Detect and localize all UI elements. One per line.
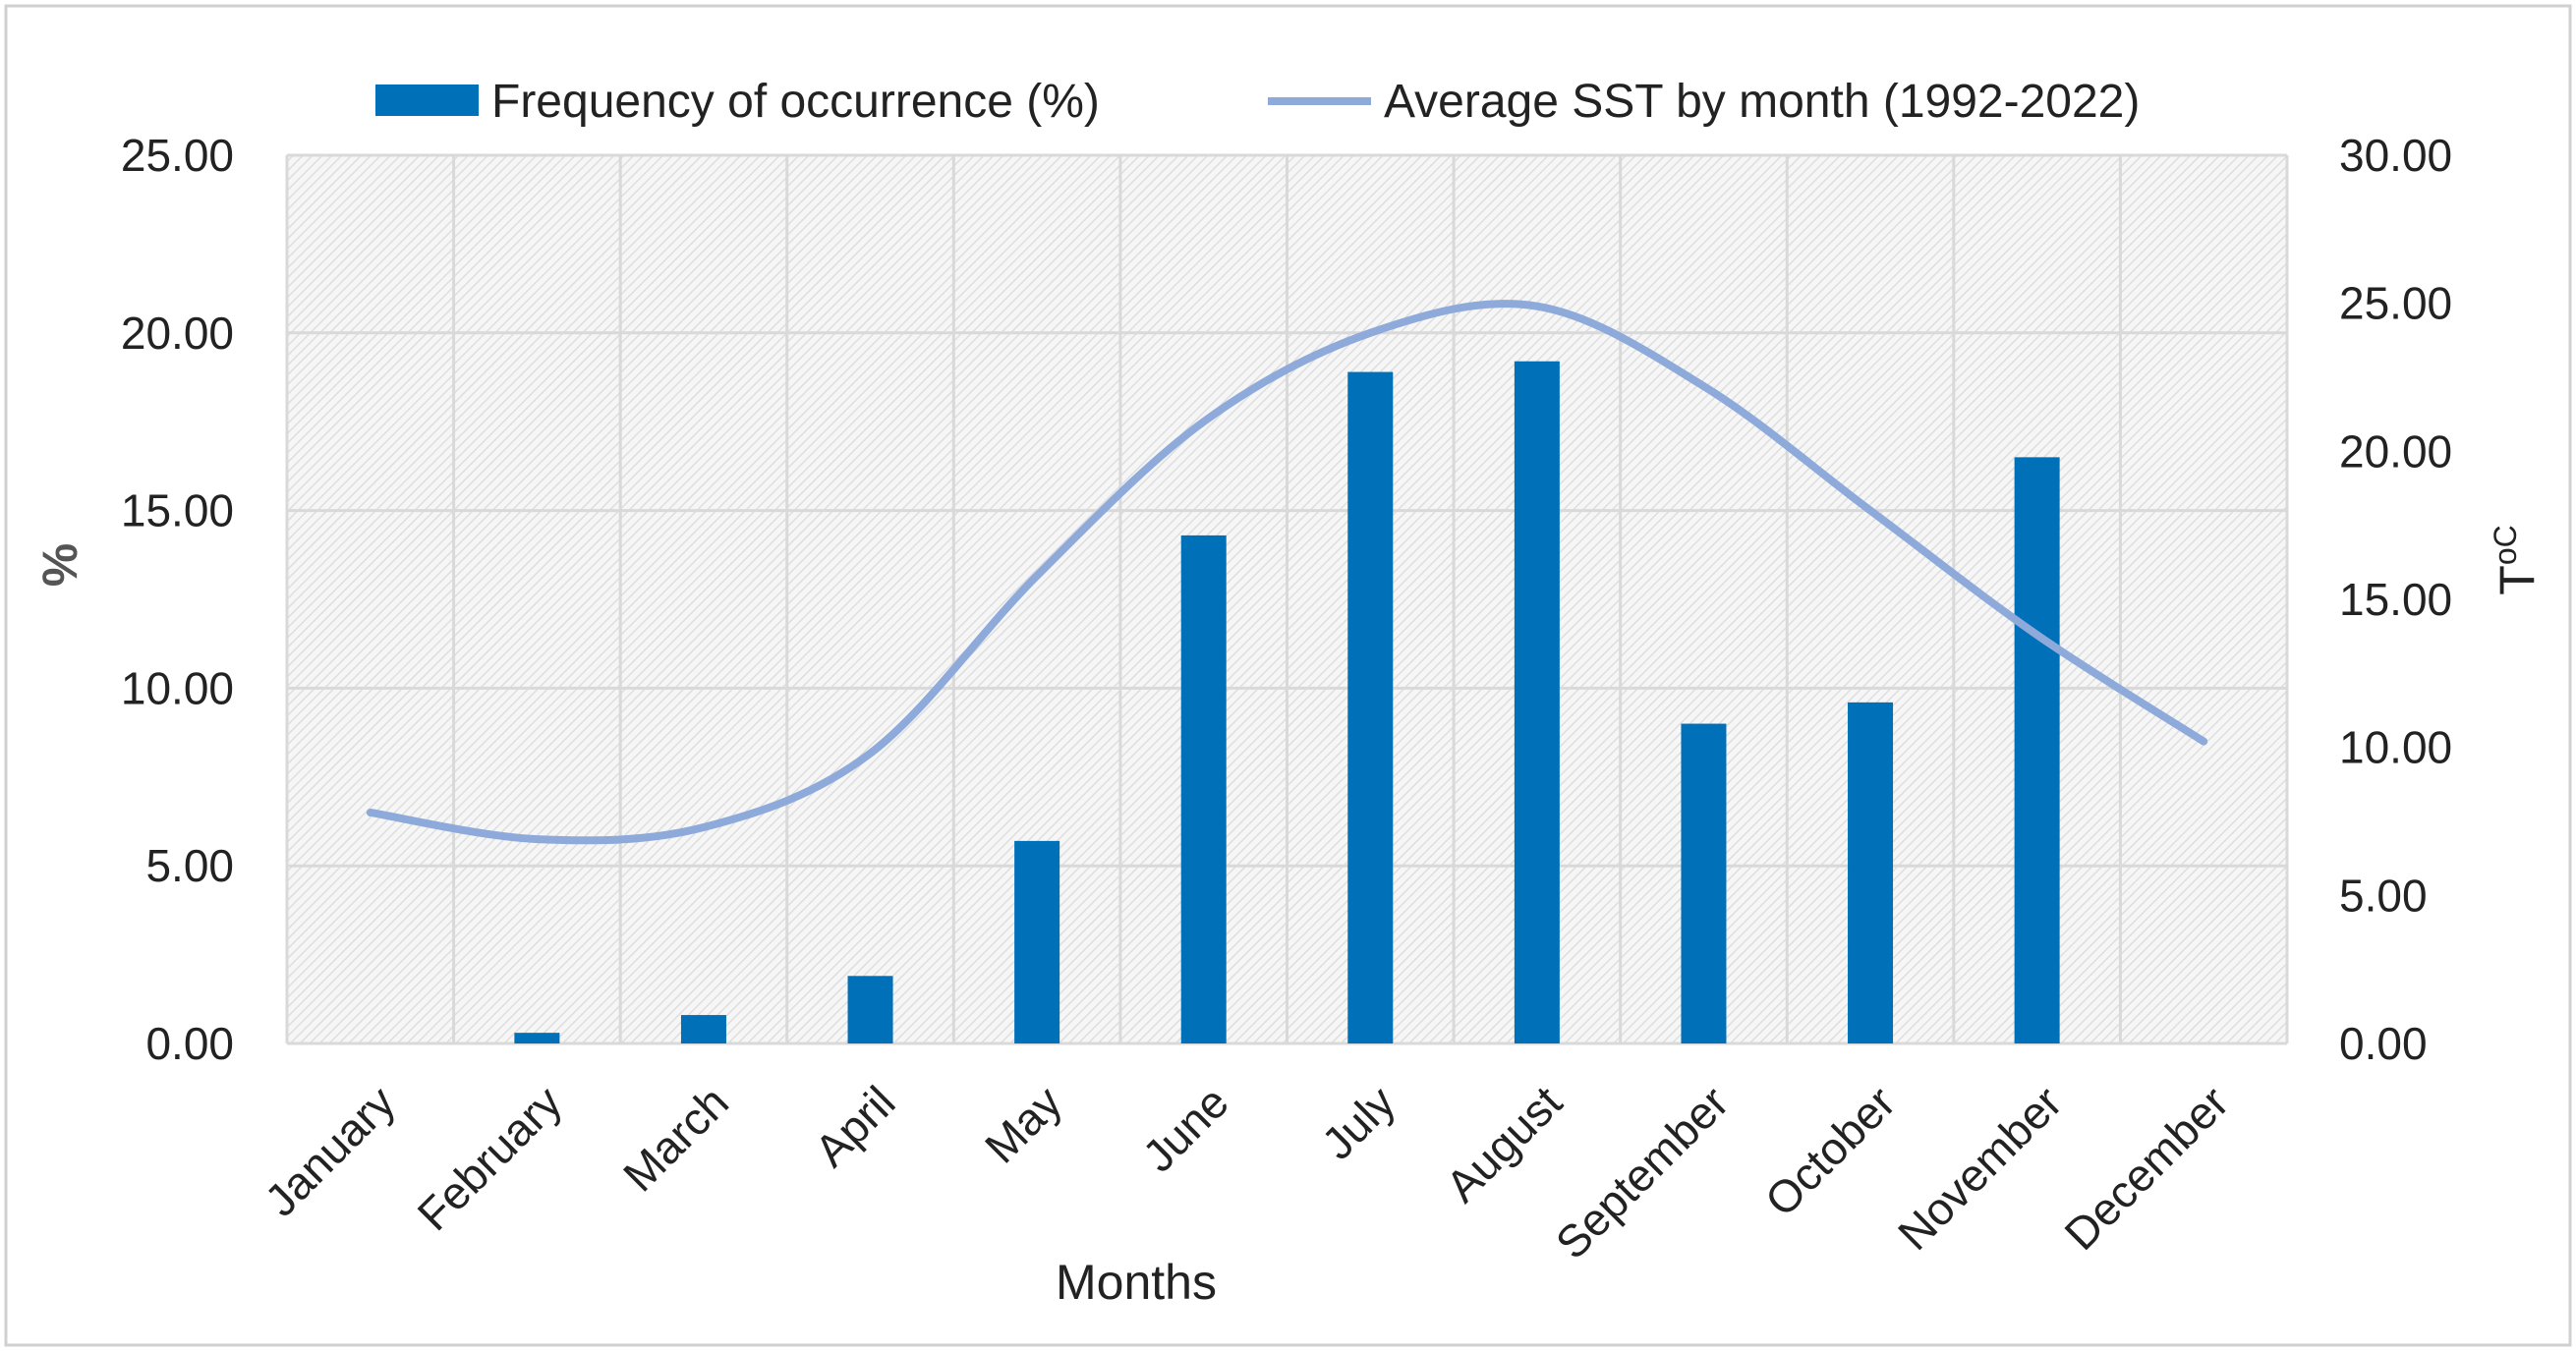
legend-label-line: Average SST by month (1992-2022): [1384, 76, 2140, 128]
y-axis-title: %: [32, 543, 87, 587]
bar-august: [1514, 361, 1560, 1043]
bar-february: [514, 1033, 560, 1043]
bar-november: [2014, 457, 2060, 1043]
legend-swatch-bar: [375, 84, 479, 116]
bar-series: [514, 361, 2060, 1043]
y2-tick-label: 30.00: [2339, 130, 2452, 181]
bar-may: [1014, 840, 1060, 1043]
y-tick-label: 20.00: [121, 308, 234, 359]
right-axis-ticks: 0.00 5.00 10.00 15.00 20.00 25.00 30.00: [2339, 130, 2452, 1069]
legend-label-bar: Frequency of occurrence (%): [491, 76, 1100, 128]
bar-september: [1681, 723, 1727, 1043]
left-axis-ticks: 0.00 5.00 10.00 15.00 20.00 25.00: [121, 130, 234, 1069]
y2-axis-title-superscript: oC: [2488, 525, 2523, 565]
y-tick-label: 25.00: [121, 130, 234, 181]
bar-october: [1848, 702, 1894, 1043]
y2-tick-label: 15.00: [2339, 574, 2452, 625]
y-tick-label: 0.00: [145, 1018, 234, 1069]
bar-march: [680, 1015, 726, 1043]
y2-tick-label: 20.00: [2339, 425, 2452, 477]
legend: Frequency of occurrence (%) Average SST …: [375, 76, 2140, 128]
sst-line: [366, 300, 2208, 845]
y2-axis-title-main: T: [2490, 565, 2545, 595]
bar-july: [1347, 371, 1394, 1043]
bar-april: [847, 976, 893, 1043]
y-tick-label: 15.00: [121, 485, 234, 536]
y2-tick-label: 10.00: [2339, 722, 2452, 773]
y-tick-label: 5.00: [145, 840, 234, 891]
vertical-gridlines: [285, 155, 2289, 1043]
y2-tick-label: 0.00: [2339, 1018, 2428, 1069]
line-series: [366, 300, 2208, 845]
y2-tick-label: 5.00: [2339, 870, 2428, 921]
bar-june: [1180, 535, 1227, 1043]
x-axis-title: Months: [1056, 1255, 1217, 1310]
y2-tick-label: 25.00: [2339, 278, 2452, 329]
y-tick-label: 10.00: [121, 662, 234, 713]
y2-axis-title: ToC: [2488, 525, 2545, 594]
